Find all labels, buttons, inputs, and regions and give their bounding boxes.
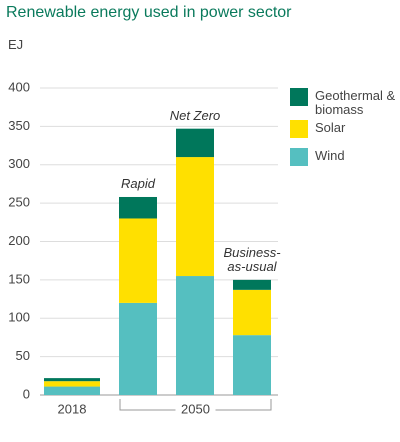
y-tick-label: 250	[8, 195, 30, 210]
bar-segment	[233, 279, 271, 290]
x-tick-label: 2018	[58, 401, 87, 416]
bar-segment	[119, 196, 157, 219]
y-tick-label: 150	[8, 271, 30, 286]
bar-annotation: Net Zero	[169, 107, 221, 123]
y-tick-label: 100	[8, 310, 30, 325]
legend-swatch	[290, 120, 308, 138]
bar-segment	[176, 276, 214, 395]
legend-swatch	[290, 148, 308, 166]
bar-segment	[119, 218, 157, 303]
group-bracket	[215, 399, 272, 411]
bar-segment	[44, 381, 100, 387]
legend-label: Wind	[315, 148, 345, 163]
legend-swatch	[290, 88, 308, 106]
group-bracket	[119, 399, 176, 411]
bar-segment	[44, 378, 100, 382]
y-tick-label: 300	[8, 156, 30, 171]
bar-segment	[233, 289, 271, 336]
y-axis-label: EJ	[8, 37, 24, 52]
y-tick-label: 350	[8, 118, 30, 133]
chart-title: Renewable energy used in power sector	[6, 4, 292, 21]
y-tick-label: 200	[8, 233, 30, 248]
legend-label: Geothermal & biomass	[315, 88, 396, 117]
bar-segment	[44, 386, 100, 395]
group-label: 2050	[181, 401, 210, 416]
y-tick-label: 400	[8, 79, 30, 94]
bar-segment	[176, 128, 214, 158]
bar-segment	[119, 302, 157, 395]
bar-annotation: Rapid	[121, 175, 155, 191]
legend-label: Solar	[315, 120, 346, 135]
y-tick-label: 0	[23, 386, 30, 401]
bar-annotation: Business-as-usual	[223, 244, 281, 274]
y-tick-label: 50	[16, 348, 30, 363]
bar-segment	[233, 335, 271, 395]
bar-segment	[176, 157, 214, 277]
